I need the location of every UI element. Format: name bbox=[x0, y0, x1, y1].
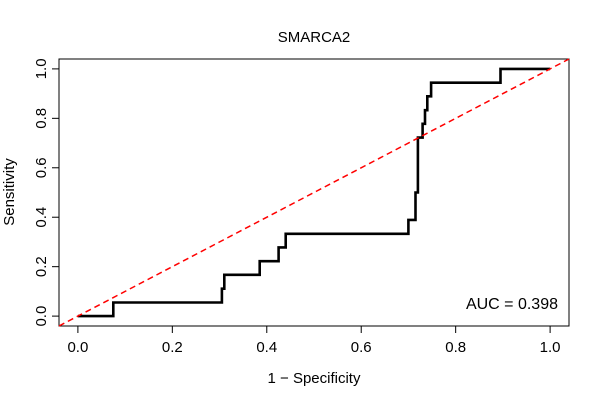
y-tick-label: 0.6 bbox=[33, 157, 50, 178]
x-tick-label: 0.8 bbox=[445, 339, 466, 356]
y-tick-label: 0.2 bbox=[33, 256, 50, 277]
x-tick-label: 0.6 bbox=[351, 339, 372, 356]
reference-diagonal-line bbox=[58, 58, 570, 327]
chart-title: SMARCA2 bbox=[278, 29, 351, 46]
plot-frame bbox=[58, 58, 570, 327]
x-tick-label: 1.0 bbox=[540, 339, 561, 356]
y-axis: 0.0 0.2 0.4 0.6 0.8 1.0 bbox=[33, 58, 60, 327]
y-tick-label: 0.4 bbox=[33, 207, 50, 228]
series-layer bbox=[58, 58, 570, 327]
x-tick-label: 0.2 bbox=[162, 339, 183, 356]
y-axis-label: Sensitivity bbox=[1, 158, 18, 226]
auc-annotation: AUC = 0.398 bbox=[466, 296, 558, 313]
x-tick-label: 0.0 bbox=[67, 339, 88, 356]
y-tick-label: 0.8 bbox=[33, 108, 50, 129]
x-axis-label: 1 − Specificity bbox=[268, 370, 361, 387]
roc-curve bbox=[77, 67, 551, 318]
y-tick-label: 1.0 bbox=[33, 58, 50, 79]
x-axis: 0.0 0.2 0.4 0.6 0.8 1.0 bbox=[67, 325, 561, 356]
x-tick-label: 0.4 bbox=[256, 339, 277, 356]
y-tick-label: 0.0 bbox=[33, 306, 50, 327]
